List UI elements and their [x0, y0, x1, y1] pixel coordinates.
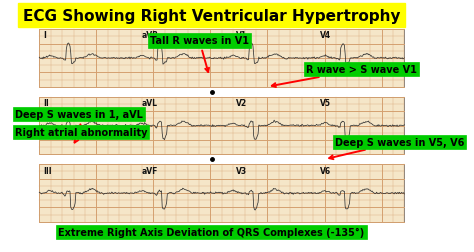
Text: Deep S waves in V5, V6: Deep S waves in V5, V6: [329, 137, 464, 160]
Text: aVF: aVF: [142, 166, 158, 175]
Text: Right atrial abnormality: Right atrial abnormality: [15, 127, 147, 143]
Text: V4: V4: [320, 31, 331, 40]
Text: V6: V6: [320, 166, 331, 175]
Text: aVL: aVL: [142, 99, 157, 108]
Text: R wave > S wave V1: R wave > S wave V1: [272, 65, 417, 88]
Text: Extreme Right Axis Deviation of QRS Complexes (-135°): Extreme Right Axis Deviation of QRS Comp…: [58, 227, 365, 237]
Text: aVR: aVR: [142, 31, 158, 40]
FancyBboxPatch shape: [39, 30, 404, 87]
FancyBboxPatch shape: [39, 97, 404, 155]
Text: II: II: [44, 99, 49, 108]
Text: ECG Showing Right Ventricular Hypertrophy: ECG Showing Right Ventricular Hypertroph…: [23, 9, 401, 24]
Text: V2: V2: [237, 99, 247, 108]
Text: I: I: [44, 31, 46, 40]
FancyBboxPatch shape: [39, 165, 404, 222]
Text: Deep S waves in 1, aVL: Deep S waves in 1, aVL: [15, 110, 143, 131]
Text: III: III: [44, 166, 52, 175]
Text: V5: V5: [320, 99, 331, 108]
Text: Tall R waves in V1: Tall R waves in V1: [150, 36, 249, 73]
Text: V1: V1: [237, 31, 247, 40]
Text: V3: V3: [237, 166, 247, 175]
